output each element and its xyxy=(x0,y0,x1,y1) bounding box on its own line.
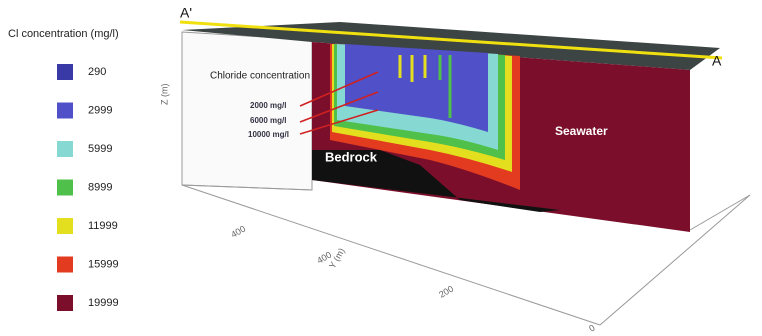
legend-swatch xyxy=(57,141,73,157)
bedrock-zone xyxy=(312,150,560,212)
legend-swatch xyxy=(57,218,73,234)
annotation: Chloride concentration xyxy=(210,71,310,82)
section-line xyxy=(179,20,723,60)
wells xyxy=(398,55,452,118)
top-surface xyxy=(182,22,720,70)
section-start-label: A' xyxy=(180,5,192,21)
plume-blue xyxy=(345,44,488,132)
legend-label: 290 xyxy=(88,66,106,78)
legend-label: 8999 xyxy=(88,181,112,193)
legend-title: Cl concentration (mg/l) xyxy=(8,28,119,40)
y-tick-label: 400 xyxy=(229,224,247,240)
seawater-label: Seawater xyxy=(555,124,608,138)
contour-pointers xyxy=(299,71,379,135)
y-tick-label: 0 xyxy=(587,323,596,334)
legend-label: 15999 xyxy=(88,258,119,270)
legend-swatch xyxy=(57,256,73,273)
legend-label: 11999 xyxy=(88,220,118,232)
legend-swatch xyxy=(57,102,73,119)
legend-swatch xyxy=(57,295,73,311)
contour-label: 10000 mg/l xyxy=(248,130,289,139)
legend: 290 2999 5999 8999 11999 15999 19999 xyxy=(57,64,119,311)
legend-label: 5999 xyxy=(88,143,112,155)
legend-label: 2999 xyxy=(88,104,112,116)
contour-label: 6000 mg/l xyxy=(250,116,286,125)
box-frame xyxy=(181,31,751,326)
bedrock-label: Bedrock xyxy=(325,149,378,164)
legend-label: 19999 xyxy=(88,297,119,309)
legend-swatch xyxy=(57,179,73,196)
contour-label: 2000 mg/l xyxy=(250,101,286,110)
z-axis-label: Z (m) xyxy=(159,84,169,106)
section-end-label: A xyxy=(712,53,722,69)
legend-swatch xyxy=(57,64,73,80)
y-tick-label: 200 xyxy=(437,284,455,300)
